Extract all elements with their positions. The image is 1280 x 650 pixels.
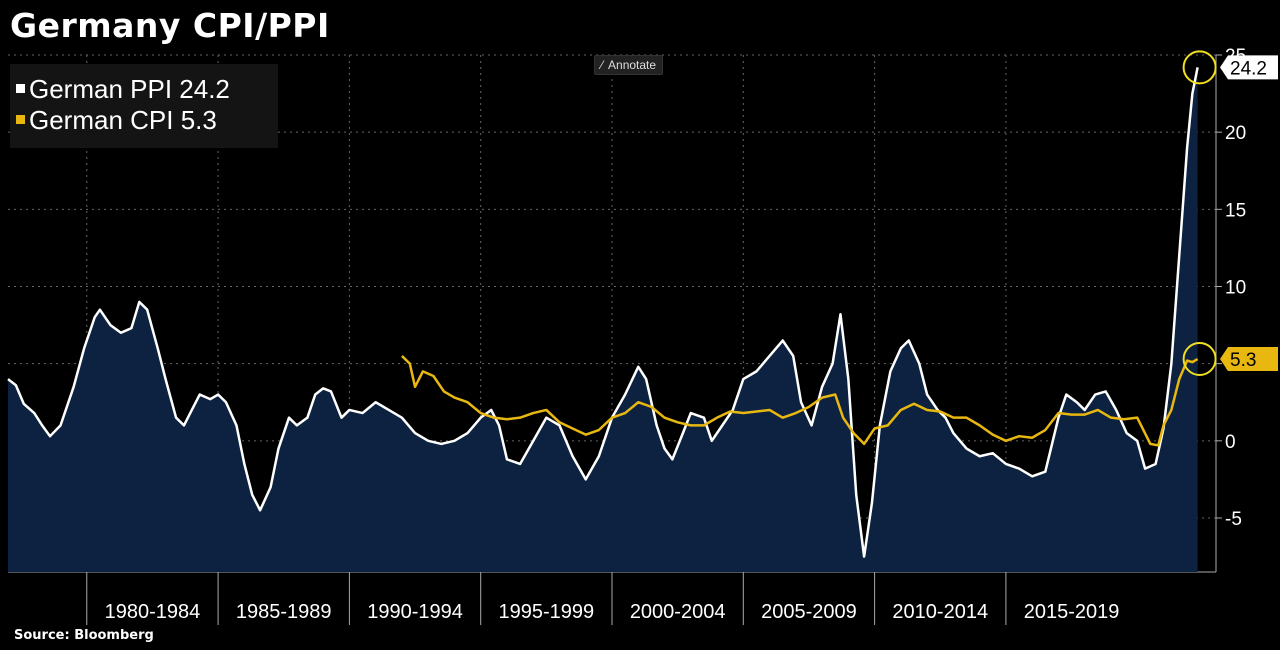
x-tick-label: 2005-2009 xyxy=(761,601,857,623)
y-tick-label: 10 xyxy=(1225,277,1246,298)
legend-label-ppi: German PPI 24.2 xyxy=(29,74,230,104)
cpi-end-label-box xyxy=(1220,347,1278,372)
legend-item-cpi[interactable]: German CPI 5.3 xyxy=(16,105,217,136)
y-tick-label: 15 xyxy=(1225,200,1246,221)
source-label: Source: Bloomberg xyxy=(14,628,154,643)
x-tick-label: 1990-1994 xyxy=(367,601,463,623)
y-tick-label: 0 xyxy=(1225,432,1236,453)
y-tick-label: 20 xyxy=(1225,123,1246,144)
legend-swatch-ppi xyxy=(16,83,25,93)
x-tick-label: 2000-2004 xyxy=(630,601,726,623)
annotate-label: Annotate xyxy=(608,58,657,72)
cpi-end-circle xyxy=(1182,342,1217,377)
ppi-end-circle xyxy=(1182,50,1217,85)
cpi-line xyxy=(401,355,1199,447)
y-tick-label: -5 xyxy=(1225,509,1242,530)
legend: German PPI 24.2 German CPI 5.3 xyxy=(10,64,278,148)
pencil-icon: ⁄ xyxy=(601,58,604,72)
x-tick-label: 1985-1989 xyxy=(236,601,332,623)
x-tick-label: 1980-1984 xyxy=(105,601,201,623)
x-tick-label: 2010-2014 xyxy=(892,601,988,623)
chart-title: Germany CPI/PPI xyxy=(10,6,330,45)
ppi-end-label-box xyxy=(1220,55,1278,80)
ppi-area xyxy=(8,67,1198,573)
legend-swatch-cpi xyxy=(16,114,25,124)
legend-item-ppi[interactable]: German PPI 24.2 xyxy=(16,74,230,105)
ppi-end-label: 24.2 xyxy=(1230,58,1267,79)
cpi-end-label: 5.3 xyxy=(1230,350,1256,371)
annotate-button[interactable]: ⁄ Annotate xyxy=(594,55,664,75)
x-tick-label: 1995-1999 xyxy=(499,601,595,623)
x-tick-label: 2015-2019 xyxy=(1024,601,1120,623)
legend-label-cpi: German CPI 5.3 xyxy=(29,105,217,135)
